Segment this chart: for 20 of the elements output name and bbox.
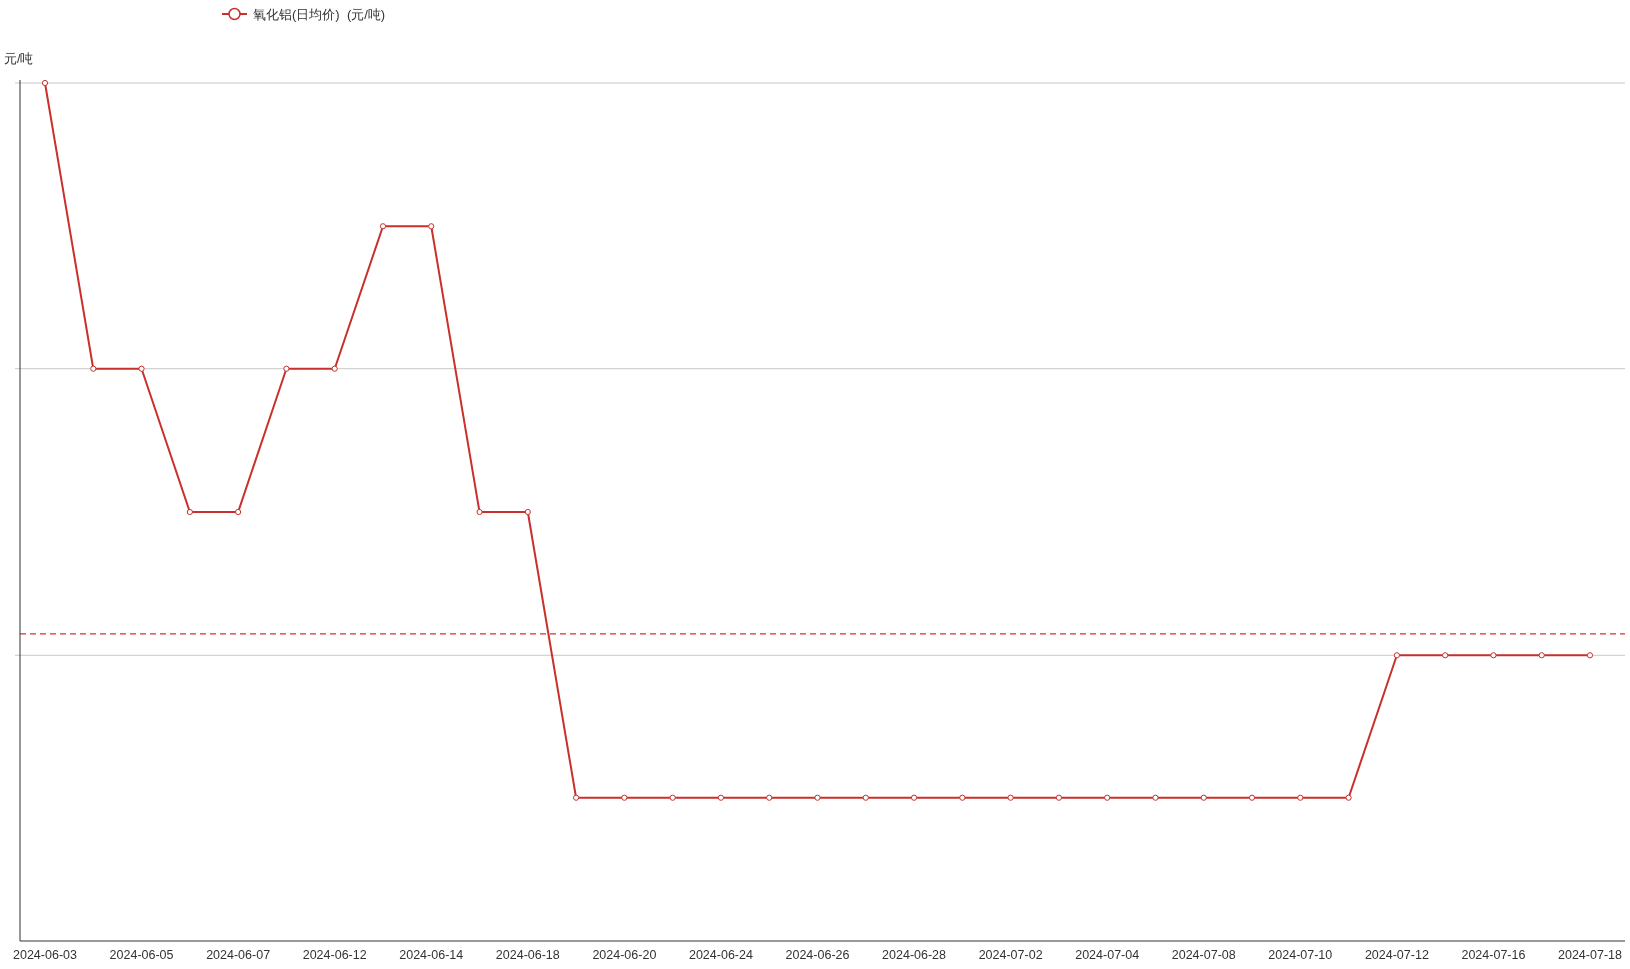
x-tick: 2024-07-08 bbox=[1171, 948, 1236, 962]
legend-label: 氧化铝(日均价) (元/吨) bbox=[253, 6, 386, 22]
x-tick: 2024-07-04 bbox=[1075, 948, 1140, 962]
x-tick: 2024-06-03 bbox=[13, 948, 77, 962]
x-tick: 2024-07-02 bbox=[978, 948, 1043, 962]
x-tick: 2024-06-05 bbox=[109, 948, 174, 962]
x-tick: 2024-06-12 bbox=[302, 948, 367, 962]
legend: 氧化铝(日均价) (元/吨) bbox=[221, 6, 386, 22]
x-tick: 2024-07-10 bbox=[1268, 948, 1333, 962]
x-tick: 2024-06-28 bbox=[882, 948, 947, 962]
x-tick: 2024-06-24 bbox=[688, 948, 753, 962]
x-tick: 2024-06-18 bbox=[495, 948, 560, 962]
y-axis-title: 元/吨 bbox=[4, 52, 34, 66]
x-tick: 2024-06-20 bbox=[592, 948, 657, 962]
x-tick: 2024-06-14 bbox=[399, 948, 464, 962]
x-tick: 2024-07-16 bbox=[1461, 948, 1526, 962]
x-tick: 2024-06-26 bbox=[785, 948, 850, 962]
x-tick: 2024-06-07 bbox=[206, 948, 271, 962]
x-tick: 2024-07-18 bbox=[1558, 948, 1622, 962]
x-tick: 2024-07-12 bbox=[1364, 948, 1429, 962]
